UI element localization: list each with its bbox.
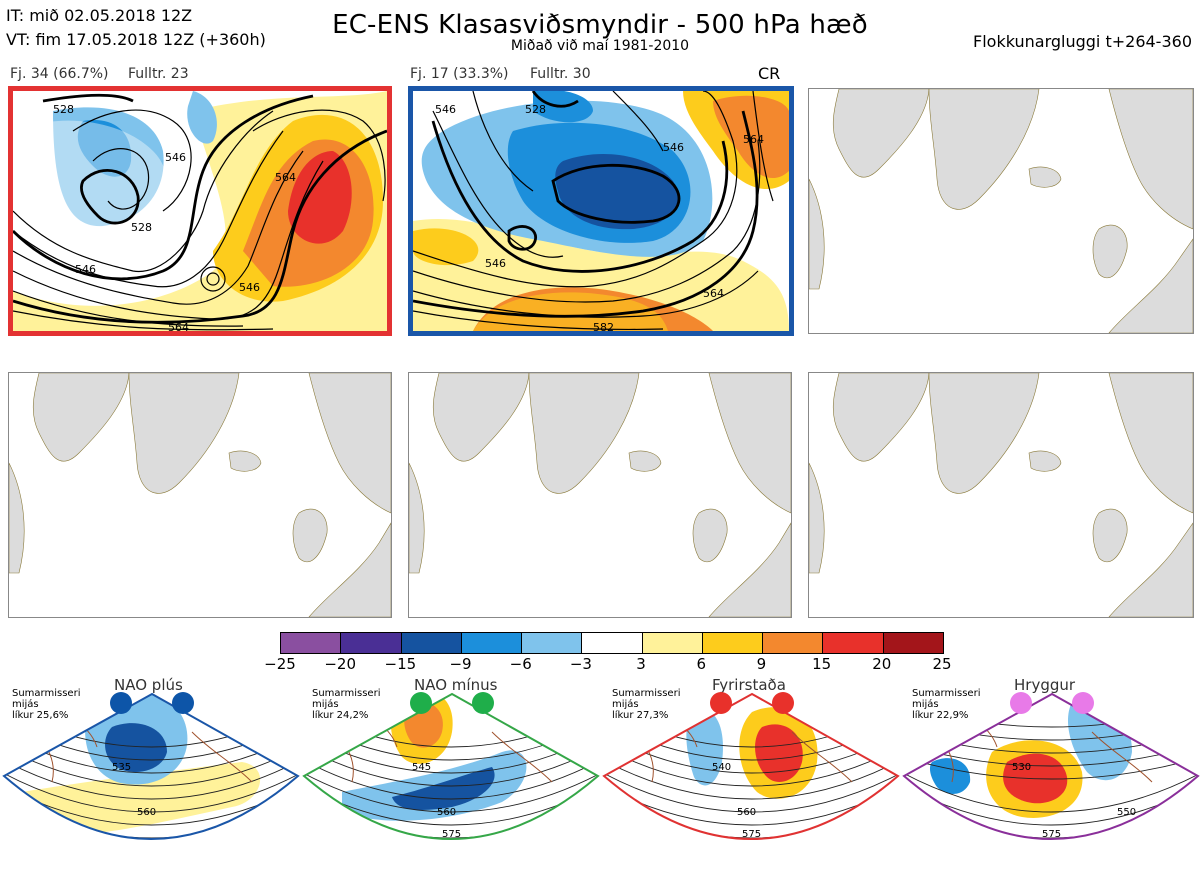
cluster1-contour-label: 546 — [75, 263, 96, 276]
regime-sector-map: 530 550 575 — [902, 692, 1200, 840]
colorbar — [280, 632, 944, 654]
regime-note: Sumarmisseri mijás líkur 22,9% — [912, 688, 981, 721]
cluster2-representative: Fulltr. 30 — [530, 66, 591, 82]
cluster1-contour-label: 528 — [53, 103, 74, 116]
valid-time: VT: fim 17.05.2018 12Z (+360h) — [6, 30, 266, 49]
regime-note: Sumarmisseri mijás líkur 25,6% — [12, 688, 81, 721]
cluster2-contour-label: 564 — [703, 287, 724, 300]
colorbar-segment — [822, 633, 883, 653]
regime-panel[interactable]: 535 560 NAO plús Sumarmisseri mijás líkur 25,… — [2, 672, 300, 867]
colorbar-segment — [581, 633, 642, 653]
regime-dot — [110, 692, 132, 714]
colorbar-tick-label: −6 — [509, 655, 532, 673]
regime-contour-label: 575 — [742, 829, 761, 840]
cluster1-count: Fj. 34 (66.7%) — [10, 66, 109, 82]
page-subtitle: Miðað við maí 1981-2010 — [510, 38, 690, 54]
empty-map-3 — [808, 88, 1194, 334]
cluster1-contour-label: 564 — [168, 321, 189, 331]
colorbar-tick-label: 9 — [756, 655, 767, 673]
cluster1-contour-label: 546 — [165, 151, 186, 164]
cluster2-contour-label: 546 — [435, 103, 456, 116]
regime-dot — [710, 692, 732, 714]
regime-note: Sumarmisseri mijás líkur 24,2% — [312, 688, 381, 721]
regime-dot — [172, 692, 194, 714]
regime-note: Sumarmisseri mijás líkur 27,3% — [612, 688, 681, 721]
cluster2-contour-label: 546 — [663, 141, 684, 154]
colorbar-segment — [460, 633, 522, 653]
regime-contour-label: 560 — [137, 807, 156, 818]
regime-title: NAO plús — [114, 676, 183, 694]
regime-panel[interactable]: 530 550 575 Hryggur Sumarmisseri mijás líkur 2… — [902, 672, 1200, 867]
initial-time: IT: mið 02.05.2018 12Z — [6, 6, 193, 25]
colorbar-tick-label: −25 — [264, 655, 296, 673]
colorbar-segment — [701, 633, 763, 653]
regime-title: Hryggur — [1014, 676, 1076, 694]
cluster1-contour-label: 564 — [275, 171, 296, 184]
colorbar-segment — [762, 633, 823, 653]
land-outline — [809, 89, 1193, 333]
regime-dot — [410, 692, 432, 714]
classification-window: Flokkunargluggi t+264-360 — [973, 32, 1192, 51]
regime-dot — [772, 692, 794, 714]
colorbar-segment — [400, 633, 461, 653]
regime-sector-map: 540 560 575 — [602, 692, 900, 840]
cluster2-count: Fj. 17 (33.3%) — [410, 66, 509, 82]
regime-contour-label: 560 — [437, 807, 456, 818]
control-run-tag: CR — [758, 64, 781, 83]
colorbar-tick-label: −15 — [384, 655, 417, 673]
regime-contour-label: 575 — [1042, 829, 1061, 840]
regime-contour-label: 545 — [412, 762, 431, 773]
regime-contour-label: 540 — [712, 762, 731, 773]
regime-title: Fyrirstaða — [712, 676, 786, 694]
regime-contour-label: 535 — [112, 762, 131, 773]
colorbar-tick-label: −3 — [569, 655, 592, 673]
land-outline — [809, 373, 1193, 617]
cluster1-contour-label: 546 — [239, 281, 260, 294]
empty-map-5 — [408, 372, 792, 618]
regime-dot — [1072, 692, 1094, 714]
colorbar-segment — [340, 633, 401, 653]
colorbar-tick-label: 20 — [872, 655, 892, 673]
regime-contour-label: 560 — [737, 807, 756, 818]
colorbar-tick-label: −9 — [449, 655, 472, 673]
regime-contour-label: 550 — [1117, 807, 1136, 818]
cluster2-contour-label: 564 — [743, 133, 764, 146]
colorbar-segment — [281, 633, 341, 653]
colorbar-segment — [521, 633, 582, 653]
cluster2-map[interactable]: 546 528 546 546 564 564 582 — [408, 86, 794, 336]
colorbar-tick-label: 15 — [812, 655, 832, 673]
regime-title: NAO mínus — [414, 676, 498, 694]
cluster1-representative: Fulltr. 23 — [128, 66, 189, 82]
land-outline — [409, 373, 791, 617]
cluster2-contour-label: 582 — [593, 321, 614, 331]
regime-sector-map: 535 560 — [2, 692, 300, 840]
regime-contour-label: 530 — [1012, 762, 1031, 773]
empty-map-6 — [808, 372, 1194, 618]
colorbar-segment — [882, 633, 943, 653]
cluster1-contour-label: 528 — [131, 221, 152, 234]
colorbar-tick-label: 3 — [636, 655, 646, 673]
cluster1-map[interactable]: 528 546 528 546 564 546 564 — [8, 86, 392, 336]
page-title: EC-ENS Klasasviðsmyndir - 500 hPa hæð — [332, 10, 868, 40]
regime-panel[interactable]: 545 560 575 NAO mínus Sumarmisseri mijás líkur… — [302, 672, 600, 867]
empty-map-4 — [8, 372, 392, 618]
colorbar-tick-label: −20 — [324, 655, 356, 673]
regime-dot — [472, 692, 494, 714]
regime-dot — [1010, 692, 1032, 714]
colorbar-tick-label: 6 — [696, 655, 707, 673]
colorbar-segment — [641, 633, 702, 653]
land-outline — [9, 373, 391, 617]
colorbar-tick-label: 25 — [932, 655, 952, 673]
cluster2-contour-label: 546 — [485, 257, 506, 270]
regime-sector-map: 545 560 575 — [302, 692, 600, 840]
regime-panel[interactable]: 540 560 575 Fyrirstaða Sumarmisseri mijás líku… — [602, 672, 900, 867]
regime-contour-label: 575 — [442, 829, 461, 840]
cluster2-contour-label: 528 — [525, 103, 546, 116]
